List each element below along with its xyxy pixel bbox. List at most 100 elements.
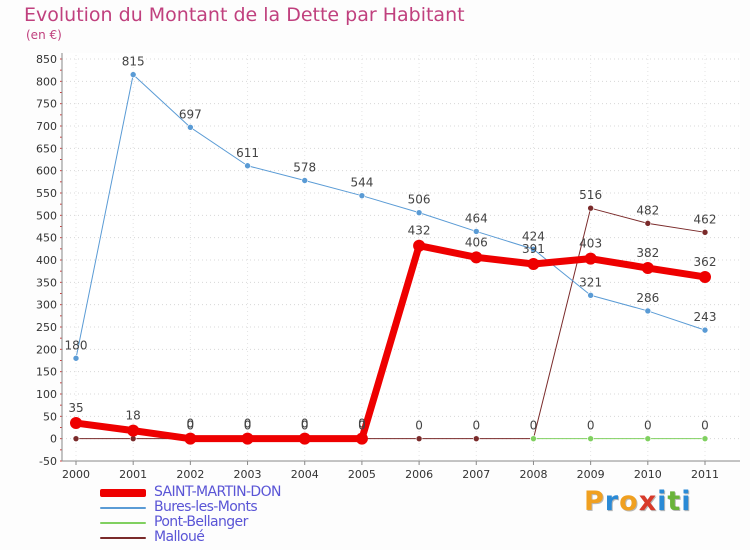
data-label: 391 <box>522 242 545 256</box>
data-point <box>298 432 311 445</box>
x-tick-label: 2006 <box>405 468 433 481</box>
x-tick-label: 2004 <box>291 468 319 481</box>
y-tick-label: 700 <box>36 120 57 133</box>
chart-legend: SAINT-MARTIN-DON Bures-les-Monts Pont-Bell… <box>100 485 281 545</box>
data-point <box>355 432 368 445</box>
data-point <box>301 177 309 184</box>
data-point <box>244 162 251 170</box>
x-tick-label: 2001 <box>119 468 147 481</box>
data-label: 286 <box>636 291 659 305</box>
data-point <box>699 270 711 283</box>
data-label: 544 <box>350 176 373 190</box>
y-tick-label: 800 <box>36 75 57 88</box>
data-label: 180 <box>65 338 88 352</box>
data-label: 0 <box>187 419 195 433</box>
logo-letter: i <box>657 486 668 517</box>
legend-swatch <box>100 536 146 539</box>
legend-item: Pont-Bellanger <box>100 515 281 530</box>
data-point <box>413 239 426 252</box>
data-label: 424 <box>522 229 545 243</box>
data-label: 0 <box>472 419 480 433</box>
data-point <box>644 220 652 227</box>
y-tick-label: 650 <box>36 142 57 155</box>
data-point <box>70 417 82 430</box>
data-point <box>358 192 366 199</box>
data-label: 516 <box>579 188 602 202</box>
data-label: 35 <box>68 401 83 415</box>
data-label: 18 <box>126 409 141 423</box>
data-label: 0 <box>301 417 309 431</box>
data-point <box>644 307 652 315</box>
logo-letter: o <box>619 486 639 517</box>
data-label: 0 <box>530 419 538 433</box>
x-tick-label: 2011 <box>691 468 719 481</box>
y-tick-label: 750 <box>36 98 57 111</box>
logo-letter: x <box>638 486 658 517</box>
data-point <box>472 228 480 235</box>
data-label: 406 <box>465 235 488 249</box>
data-label: 403 <box>579 237 602 251</box>
data-label: 578 <box>293 160 316 174</box>
data-point <box>129 71 137 78</box>
data-point <box>587 291 594 299</box>
x-tick-label: 2009 <box>577 468 605 481</box>
legend-swatch <box>100 488 146 497</box>
data-point <box>644 435 652 442</box>
data-label: 815 <box>122 55 145 69</box>
chart-unit-label: (en €) <box>26 28 62 42</box>
data-point <box>72 354 80 362</box>
y-tick-label: 450 <box>36 232 57 245</box>
data-label: 243 <box>694 310 717 324</box>
data-label: 0 <box>301 419 309 433</box>
legend-label: Bures-les-Monts <box>154 499 258 515</box>
legend-label: Pont-Bellanger <box>154 514 248 530</box>
data-label: 0 <box>587 419 595 433</box>
data-point <box>701 326 709 334</box>
x-tick-label: 2003 <box>234 468 262 481</box>
data-label: 464 <box>465 211 488 225</box>
data-point <box>470 251 483 264</box>
data-label: 506 <box>408 193 431 207</box>
data-label: 0 <box>701 419 709 433</box>
series-line <box>72 242 709 443</box>
proxiti-logo: Proxiti <box>584 486 692 517</box>
legend-item: Bures-les-Monts <box>100 500 281 515</box>
legend-swatch <box>100 506 146 509</box>
data-point <box>72 435 80 442</box>
y-tick-label: 550 <box>36 187 57 200</box>
data-point <box>241 432 254 445</box>
data-point <box>584 252 597 265</box>
legend-label: Malloué <box>154 529 205 545</box>
y-tick-label: 250 <box>36 321 57 334</box>
plot-area <box>62 53 740 461</box>
data-label: 432 <box>408 224 431 238</box>
x-tick-label: 2002 <box>176 468 204 481</box>
logo-letter: P <box>584 486 605 517</box>
data-point <box>587 204 594 212</box>
data-label: 0 <box>187 417 195 431</box>
y-tick-label: 400 <box>36 254 57 267</box>
data-point <box>527 258 540 271</box>
data-label: 362 <box>694 255 717 269</box>
y-tick-label: 300 <box>36 299 57 312</box>
data-point <box>530 245 537 253</box>
x-tick-label: 2007 <box>462 468 490 481</box>
data-point <box>184 432 197 445</box>
y-tick-label: 600 <box>36 165 57 178</box>
data-label: 0 <box>358 419 366 433</box>
data-point <box>587 435 594 442</box>
data-label: 462 <box>694 212 717 226</box>
x-tick-label: 2005 <box>348 468 376 481</box>
data-label: 0 <box>358 417 366 431</box>
y-tick-label: 850 <box>36 53 57 66</box>
data-point <box>530 435 537 442</box>
legend-swatch <box>100 521 146 524</box>
legend-item: SAINT-MARTIN-DON <box>100 485 281 500</box>
logo-letter: t <box>667 486 682 517</box>
series-line <box>75 74 706 359</box>
data-label: 321 <box>579 275 602 289</box>
data-label: 0 <box>415 419 423 433</box>
data-point <box>415 209 423 216</box>
